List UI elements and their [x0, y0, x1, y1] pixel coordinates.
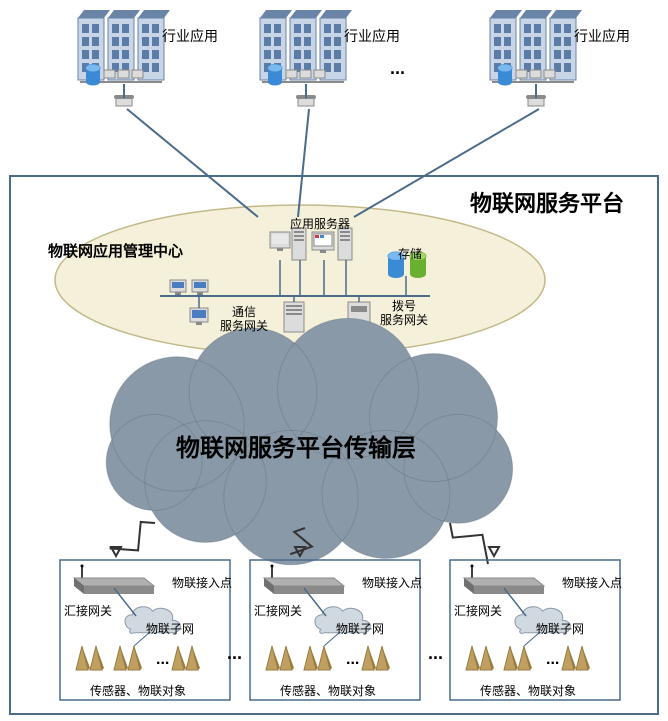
storage-label: 存储: [398, 245, 422, 262]
svg-text:...: ...: [346, 651, 359, 668]
transport-layer-label: 物联网服务平台传输层: [176, 428, 416, 463]
app-server-label: 应用服务器: [290, 215, 350, 232]
agg-gw-label: 汇接网关: [454, 602, 502, 619]
comm-gw-label: 通信服务网关: [220, 306, 268, 334]
svg-text:...: ...: [546, 651, 559, 668]
platform-title: 物联网服务平台: [470, 186, 624, 218]
access-point-label: 物联接入点: [562, 574, 622, 591]
building-icon: [78, 10, 170, 86]
dial-gw-label: 拨号服务网关: [380, 300, 428, 328]
access-point-label: 物联接入点: [172, 574, 232, 591]
industry-app-label: 行业应用: [574, 26, 630, 46]
svg-text:...: ...: [156, 651, 169, 668]
sensors-label: 传感器、物联对象: [480, 682, 576, 699]
agg-gw-label: 汇接网关: [254, 602, 302, 619]
building-icon: [490, 10, 582, 86]
building-icon: [260, 10, 352, 86]
subnet-label: 物联子网: [536, 620, 584, 637]
access-ellipsis: ...: [227, 643, 242, 664]
access-ellipsis: ...: [428, 643, 443, 664]
subnet-label: 物联子网: [146, 620, 194, 637]
top-ellipsis: ...: [390, 58, 405, 79]
sensors-label: 传感器、物联对象: [280, 682, 376, 699]
subnet-label: 物联子网: [336, 620, 384, 637]
diagram-stage: ......... 行业应用 行业应用 行业应用... 物联网服务平台物联网应用管理中心…: [0, 0, 668, 721]
mgmt-center-label: 物联网应用管理中心: [48, 240, 183, 261]
sensors-label: 传感器、物联对象: [90, 682, 186, 699]
industry-app-label: 行业应用: [162, 26, 218, 46]
access-point-label: 物联接入点: [362, 574, 422, 591]
industry-app-label: 行业应用: [344, 26, 400, 46]
agg-gw-label: 汇接网关: [64, 602, 112, 619]
